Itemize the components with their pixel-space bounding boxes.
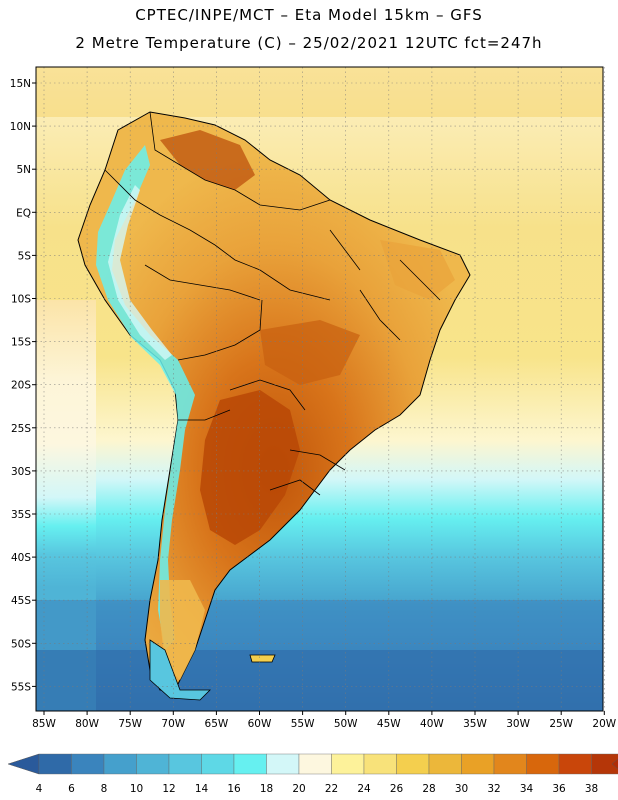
lat-tick-label: EQ [16,207,31,219]
lon-tick-label: 85W [32,718,56,730]
lat-tick-label: 20S [11,380,31,392]
colorbar-label: 30 [455,783,468,795]
colorbar-low-arrow [7,753,40,775]
colorbar-swatch [363,753,397,775]
lat-tick-label: 30S [11,466,31,478]
colorbar-label: 6 [68,783,75,795]
colorbar-swatch [201,753,235,775]
lat-tick-label: 55S [11,681,31,693]
colorbar-label: 8 [101,783,108,795]
colorbar-swatch [331,753,365,775]
lat-tick-label: 40S [11,552,31,564]
lon-tick-label: 80W [75,718,99,730]
lon-tick-label: 70W [161,718,185,730]
colorbar-label: 32 [487,783,500,795]
country-borders [104,111,441,496]
colorbar-label: 38 [585,783,598,795]
colorbar-high-arrow [611,758,618,770]
lon-tick-label: 45W [377,718,401,730]
colorbar-swatch [526,753,560,775]
lat-tick-label: 10S [11,294,31,306]
colorbar-label: 24 [357,783,371,795]
colorbar-label: 14 [195,783,209,795]
lon-tick-label: 60W [248,718,272,730]
colorbar-label: 16 [227,783,241,795]
lon-tick-label: 55W [291,718,315,730]
colorbar-swatch [396,753,430,775]
colorbar-swatch [591,753,618,775]
colorbar-label: 12 [162,783,175,795]
lon-tick-label: 35W [463,718,487,730]
lat-tick-label: 25S [11,423,31,435]
colorbar-label: 36 [552,783,566,795]
colorbar-swatch [461,753,495,775]
lon-tick-label: 65W [205,718,229,730]
colorbar-label: 10 [130,783,143,795]
colorbar-swatch [136,753,170,775]
lon-tick-label: 75W [118,718,142,730]
colorbar: 4 6 8 10 12 14 16 18 20 22 24 26 28 30 32 34 36 38 [7,753,618,795]
lon-tick-label: 20W [592,718,616,730]
colorbar-swatch [103,753,137,775]
lat-tick-label: 50S [11,638,31,650]
colorbar-swatch [298,753,332,775]
colorbar-label: 4 [36,783,43,795]
lat-tick-label: 35S [11,509,31,521]
colorbar-label: 34 [520,783,534,795]
colorbar-label: 22 [325,783,338,795]
colorbar-swatch [38,753,72,775]
colorbar-swatch [233,753,267,775]
colorbar-swatch [266,753,300,775]
lon-tick-label: 50W [334,718,358,730]
colorbar-label: 20 [292,783,305,795]
colorbar-label: 28 [422,783,435,795]
map-title: CPTEC/INPE/MCT – Eta Model 15km – GFS [135,6,483,24]
colorbar-swatch [558,753,592,775]
lon-tick-label: 30W [506,718,530,730]
lat-tick-label: 5N [16,164,31,176]
map-frame [35,66,604,712]
lat-tick-label: 45S [11,595,31,607]
lat-tick-label: 10N [10,121,31,133]
longitude-axis: 85W 80W 75W 70W 65W 60W 55W 50W 45W 40W 35W 30W 25W 2… [32,711,617,730]
colorbar-swatch [71,753,105,775]
colorbar-swatch [168,753,202,775]
lat-tick-label: 15S [11,337,31,349]
colorbar-swatch [493,753,527,775]
latitude-axis: 15N 10N 5N EQ 5S 10S 15S 20S 25S 30S 35S 40S 45S 50S 5… [10,78,36,693]
lon-tick-label: 25W [549,718,573,730]
south-america-landmass [77,111,471,701]
lat-tick-label: 15N [10,78,31,90]
lat-tick-label: 5S [18,250,32,262]
graticule [36,67,605,711]
colorbar-label: 18 [260,783,273,795]
colorbar-swatch [428,753,462,775]
colorbar-label: 26 [390,783,404,795]
map-subtitle: 2 Metre Temperature (C) – 25/02/2021 12U… [75,34,543,52]
lon-tick-label: 40W [420,718,444,730]
